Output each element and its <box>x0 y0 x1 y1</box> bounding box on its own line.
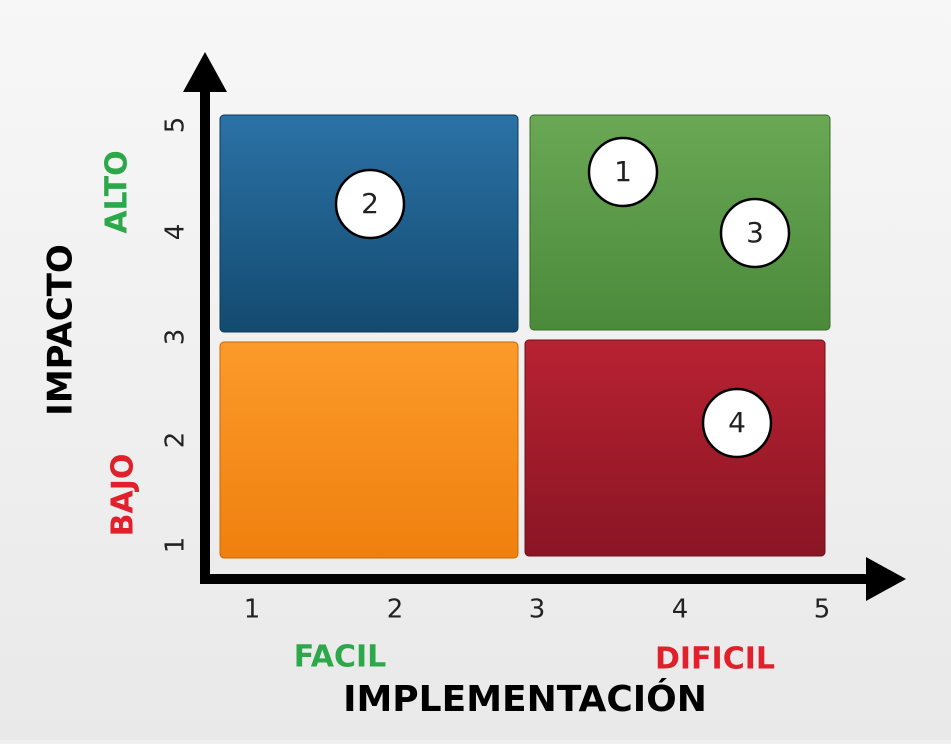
item-circle <box>587 136 659 208</box>
y-level-low: BAJO <box>106 454 141 537</box>
y-tick-label: 1 <box>161 537 191 554</box>
x-tick-label: 2 <box>387 595 404 625</box>
item-circle <box>701 387 773 459</box>
x-level-hard: DIFICIL <box>655 642 775 677</box>
quadrant-orange <box>219 341 519 559</box>
item-circle <box>334 168 406 240</box>
y-axis-title: IMPACTO <box>41 244 81 416</box>
y-arrow <box>183 52 227 92</box>
y-tick-label: 5 <box>161 117 191 134</box>
x-arrow <box>866 557 906 601</box>
x-tick-label: 4 <box>672 595 689 625</box>
y-tick-label: 3 <box>161 329 191 346</box>
item-label: 2 <box>361 187 379 220</box>
x-tick-label: 3 <box>529 595 546 625</box>
x-axis-title: IMPLEMENTACIÓN <box>343 678 707 720</box>
y-level-high: ALTO <box>100 150 135 233</box>
y-tick-label: 2 <box>161 432 191 449</box>
item-label: 3 <box>746 216 764 249</box>
quadrant-red <box>524 339 826 557</box>
item-circle <box>719 197 791 269</box>
y-tick-label: 4 <box>161 224 191 241</box>
item-label: 4 <box>728 406 746 439</box>
x-tick-label: 1 <box>244 595 261 625</box>
item-label: 1 <box>614 155 632 188</box>
x-tick-label: 5 <box>814 595 831 625</box>
x-level-easy: FACIL <box>294 640 387 675</box>
